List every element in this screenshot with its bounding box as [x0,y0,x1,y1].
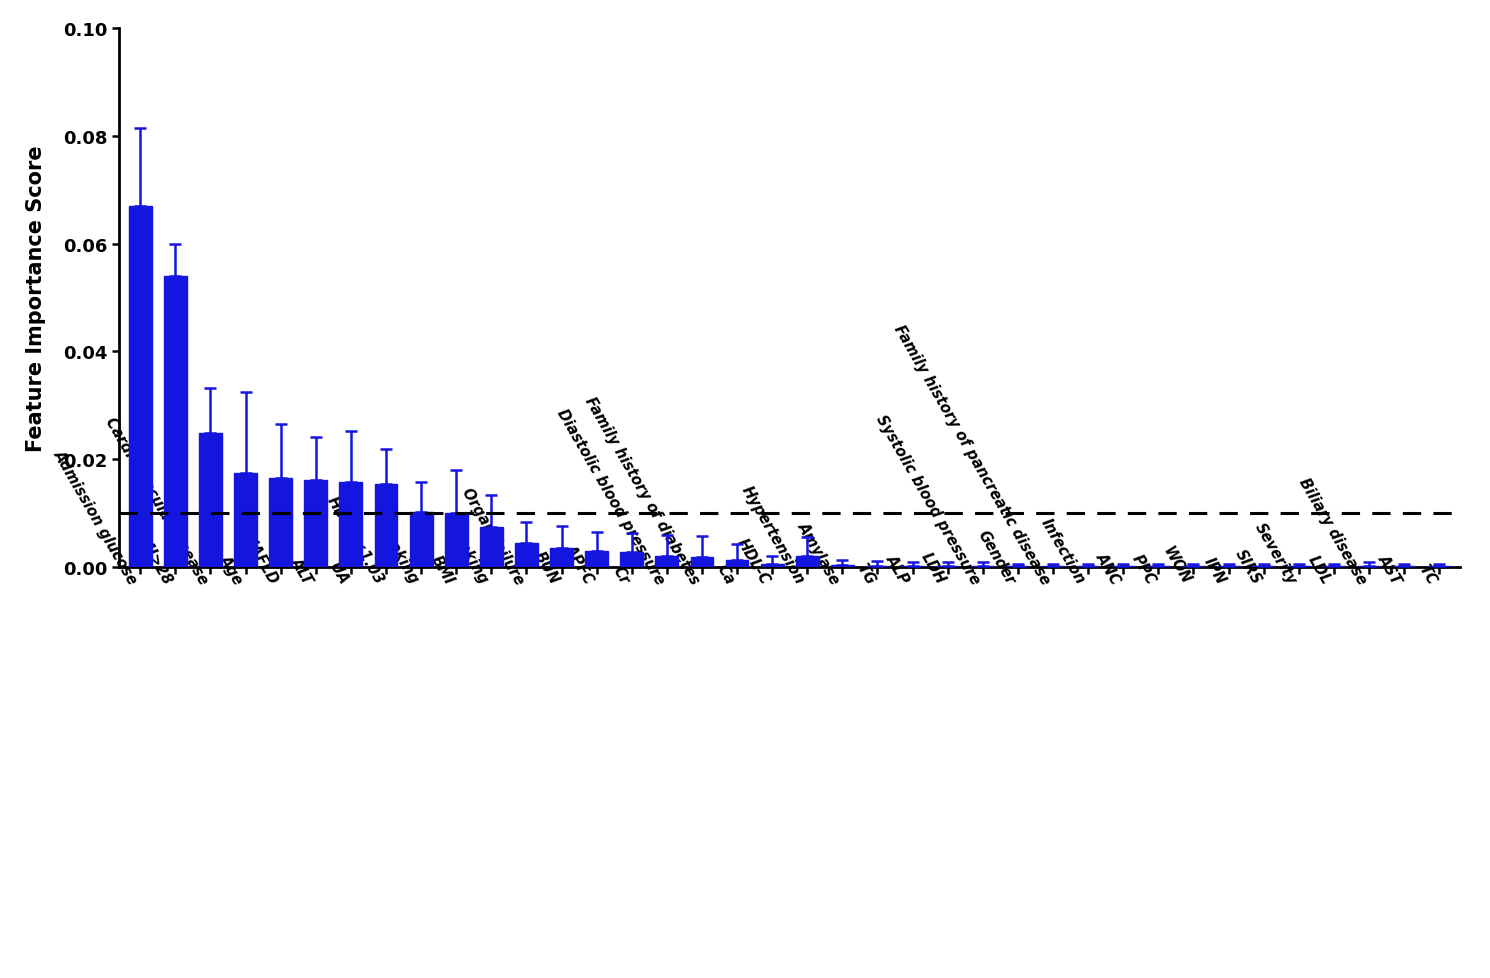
Bar [374,485,398,567]
Bar [550,549,574,567]
Bar [586,552,608,567]
Bar [234,473,256,567]
Bar [340,482,362,567]
Y-axis label: Feature Importance Score: Feature Importance Score [27,145,46,452]
Bar [128,207,152,567]
Bar [164,277,186,567]
Bar [690,557,714,567]
Bar [726,560,748,567]
Bar [480,527,502,567]
Bar [831,565,854,567]
Bar [446,513,468,567]
Bar [796,556,818,567]
Bar [620,553,644,567]
Bar [761,564,784,567]
Bar [200,434,222,567]
Bar [304,480,328,567]
Bar [866,566,890,567]
Bar [516,544,538,567]
Bar [270,478,292,567]
Bar [656,556,678,567]
Bar [410,512,432,567]
